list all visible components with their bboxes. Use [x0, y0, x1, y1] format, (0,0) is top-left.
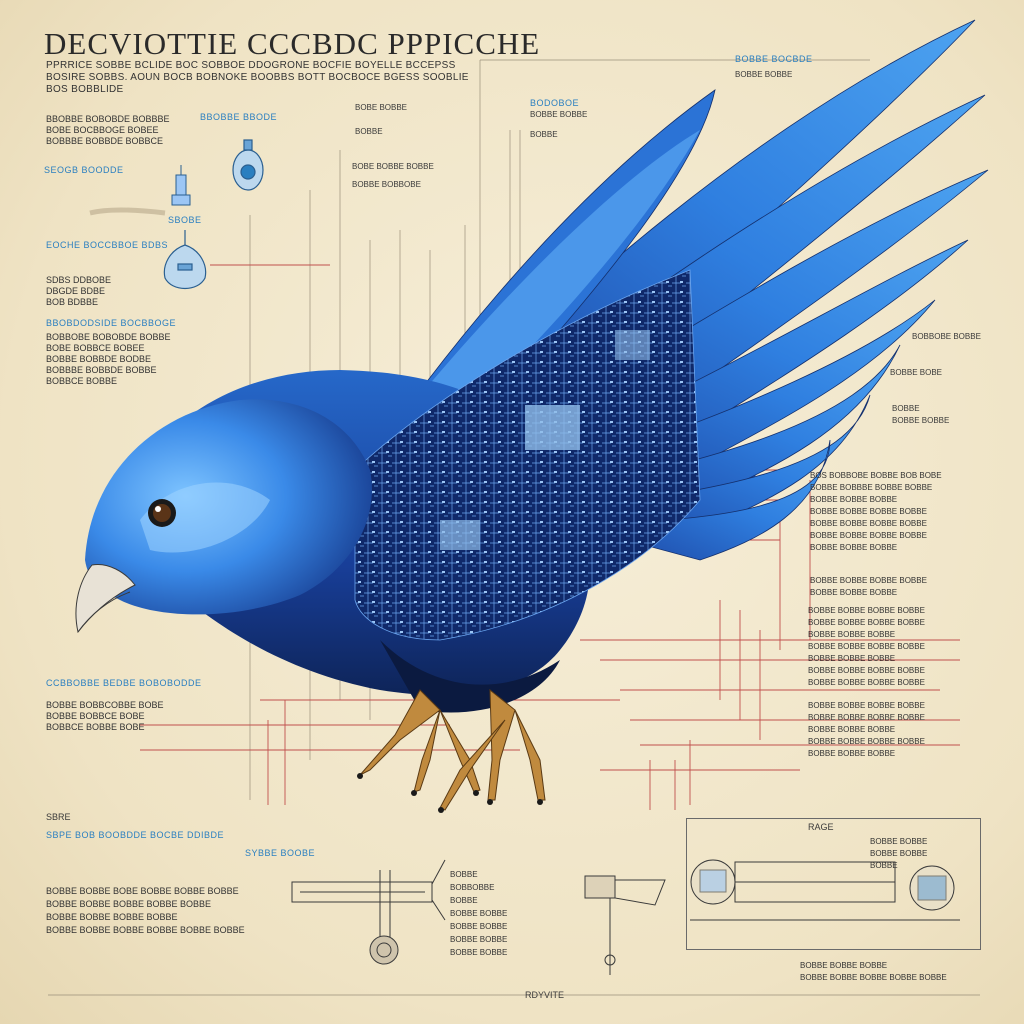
lamp-device-icon	[232, 139, 264, 191]
label-left-3: SBOBE	[168, 215, 202, 225]
engine-schematic-icon	[690, 859, 960, 921]
right-label-3: BOBBOBE BOBBE	[912, 332, 981, 341]
top-mid-label-2: BOBBE	[355, 127, 383, 136]
label-left-8: SBPE BOB BOOBDDE BOCBE DDIBDE	[46, 830, 225, 840]
page-title: DECVIOTTIE CCCBDC PPPICCHE	[44, 26, 541, 61]
turbine-device-icon	[584, 875, 666, 975]
top-mid-label-4: BOBBE BOBBOBE	[352, 180, 421, 189]
subtitle-line-3: BOS BOBBLIDE	[46, 84, 124, 95]
right-block-1: BOS BOBBOBE BOBBE BOB BOBE BOBBE BOBBBE …	[810, 471, 942, 552]
label-left-1: BBOBBE BBODE	[200, 112, 278, 122]
top-mid-label-5: BODOBOE	[530, 98, 580, 108]
bird-illustration	[75, 19, 989, 813]
subtitle-line-1: PPRRICE SOBBE BCLIDE BOC SOBBOE DDOGRONE…	[46, 60, 456, 71]
schematic-frame	[686, 818, 981, 950]
top-mid-label-7: BOBBE	[530, 130, 558, 139]
tower-device-icon	[171, 165, 191, 206]
left-block-1: BBOBBE BOBOBDE BOBBBE BOBE BOCBBOGE BOBE…	[46, 114, 170, 146]
label-left-10: RDYVITE	[525, 990, 565, 1000]
top-mid-label-3: BOBE BOBBE BOBBE	[352, 162, 434, 171]
subtitle-line-2: BOSIRE SOBBS. AOUN BOCB BOBNOKE BOOBBS B…	[46, 72, 469, 83]
label-left-6: CCBBOBBE BEDBE BOBOBODDE	[46, 678, 202, 688]
label-left-9: SYBBE BOOBE	[245, 848, 316, 858]
right-label-5: BOBBE	[892, 404, 920, 413]
right-block-3: BOBBE BOBBE BOBBE BOBBE BOBBE BOBBE BOBB…	[808, 606, 925, 687]
label-left-4: EOCHE BOCCBBOE BDBS	[46, 240, 169, 250]
right-label-6: BOBBE BOBBE	[892, 416, 950, 425]
left-block-4: BOBBE BOBBCOBBE BOBE BOBBE BOBBCE BOBE B…	[46, 700, 164, 732]
left-block-2: SDBS DDBOBE DBGDE BDBE BOB BDBBE	[46, 275, 112, 307]
bottom-mid-block: BOBBE BOBBOBBE BOBBE BOBBE BOBBE BOBBE B…	[450, 870, 508, 957]
pendant-device-icon	[163, 230, 207, 290]
bottom-right-label: RAGE	[808, 822, 834, 832]
right-label-1: BOBBE BOCBDE	[735, 54, 813, 64]
mechanical-arm-icon	[291, 859, 446, 965]
bottom-left-block: BOBBE BOBBE BOBE BOBBE BOBBE BOBBE BOBBE…	[46, 886, 245, 935]
label-left-5: BBOBDODSIDE BOCBBOGE	[46, 318, 177, 328]
left-block-3: BOBBOBE BOBOBDE BOBBE BOBE BOBBCE BOBEE …	[46, 332, 171, 386]
bottom-right-block: BOBBE BOBBE BOBBE BOBBE BOBBE	[870, 837, 928, 870]
top-mid-label-6: BOBBE BOBBE	[530, 110, 588, 119]
top-mid-label-1: BOBE BOBBE	[355, 103, 408, 112]
right-block-2: BOBBE BOBBE BOBBE BOBBE BOBBE BOBBE BOBB…	[810, 576, 927, 597]
right-block-4: BOBBE BOBBE BOBBE BOBBE BOBBE BOBBE BOBB…	[808, 701, 925, 758]
label-left-7: SBRE	[46, 812, 71, 822]
bottom-right-footer: BOBBE BOBBE BOBBE BOBBE BOBBE BOBBE BOBB…	[800, 961, 947, 982]
right-label-2: BOBBE BOBBE	[735, 70, 793, 79]
right-label-4: BOBBE BOBE	[890, 368, 943, 377]
label-left-2: SEOGB BOODDE	[44, 165, 124, 175]
claw-icon	[359, 688, 546, 811]
